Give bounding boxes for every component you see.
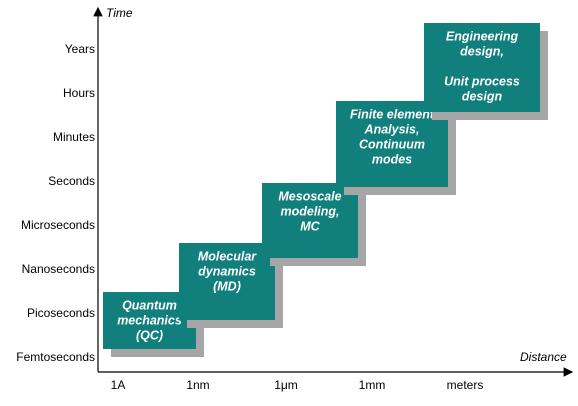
box-text: MC: [300, 219, 320, 233]
box-text: Mesoscale: [278, 189, 341, 203]
box-text: (QC): [136, 328, 163, 342]
y-tick-label: Nanoseconds: [22, 262, 95, 276]
y-axis-label: Time: [106, 6, 133, 20]
x-axis-label: Distance: [520, 350, 567, 364]
box-text: (MD): [213, 279, 241, 293]
box-text: Finite element: [350, 107, 435, 121]
box: [262, 183, 358, 258]
box-text: Analysis,: [364, 122, 420, 136]
box-text: modes: [372, 152, 412, 166]
x-tick-label: 1μm: [274, 378, 298, 392]
box: [424, 23, 540, 112]
y-tick-label: Years: [65, 42, 95, 56]
y-tick-label: Hours: [63, 86, 95, 100]
box-text: design: [462, 89, 503, 103]
x-tick-label: meters: [447, 378, 484, 392]
box-text: Molecular: [198, 249, 257, 263]
y-tick-label: Picoseconds: [27, 306, 95, 320]
y-tick-label: Microseconds: [21, 218, 95, 232]
x-tick-label: 1A: [111, 378, 126, 392]
box-text: mechanics: [117, 313, 182, 327]
box-text: dynamics: [198, 264, 256, 278]
y-tick-label: Femtoseconds: [16, 350, 95, 364]
y-tick-label: Minutes: [53, 130, 95, 144]
x-tick-label: 1nm: [186, 378, 209, 392]
box-text: modeling,: [280, 204, 339, 218]
y-tick-label: Seconds: [48, 174, 95, 188]
box-text: Continuum: [359, 137, 425, 151]
box-text: Unit process: [444, 74, 520, 88]
box: [179, 243, 275, 320]
x-tick-label: 1mm: [359, 378, 386, 392]
box-text: Quantum: [122, 298, 177, 312]
box-text: Engineering: [446, 29, 519, 43]
box: [336, 101, 448, 187]
box-text: design,: [460, 44, 504, 58]
